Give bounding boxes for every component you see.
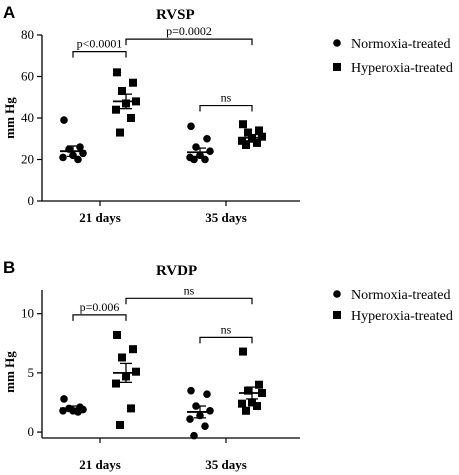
y-tick-label: 5 (28, 365, 35, 380)
legend-label: Hyperoxia-treated (351, 309, 453, 324)
panel-letter: B (3, 258, 15, 277)
data-point-square (253, 402, 261, 411)
data-point-circle (206, 406, 214, 415)
legend-label: Normoxia-treated (351, 37, 451, 52)
significance-label: ns (221, 91, 232, 105)
legend-label: Hyperoxia-treated (351, 61, 453, 76)
significance-label: ns (184, 283, 195, 297)
legend-marker-circle (333, 39, 341, 47)
y-tick-label: 0 (28, 193, 35, 208)
data-point-square (113, 330, 121, 339)
data-point-square (118, 353, 126, 362)
data-point-square (253, 138, 261, 147)
data-point-square (129, 345, 137, 354)
data-point-circle (201, 155, 209, 164)
panel-a: A RVSP 0 20 40 60 80 mm Hg 21 days 35 days p<0.000… (2, 3, 453, 225)
x-tick-label: 21 days (79, 210, 121, 225)
y-tick-label: 80 (21, 27, 34, 42)
data-point-square (239, 120, 247, 129)
data-point-square (112, 105, 120, 114)
x-tick-label: 21 days (79, 457, 121, 472)
y-axis-label: mm Hg (2, 351, 17, 393)
y-tick-label: 40 (21, 110, 34, 125)
significance-bracket (125, 297, 253, 305)
data-point-circle (192, 143, 200, 151)
significance-label: ns (221, 322, 232, 336)
data-point-square (242, 406, 250, 415)
data-point-square (238, 399, 246, 408)
data-point-square (129, 78, 137, 87)
data-point-square (255, 380, 263, 389)
data-point-circle (203, 390, 211, 398)
y-tick-label: 10 (21, 306, 34, 321)
data-point-square (127, 404, 135, 413)
data-point-square (244, 128, 252, 137)
data-point-circle (187, 386, 195, 395)
y-tick-label: 60 (21, 69, 34, 84)
significance-bracket (72, 314, 127, 321)
data-point-square (242, 140, 250, 149)
legend-marker-circle (333, 290, 341, 298)
data-point-square (258, 132, 266, 141)
data-point-square (112, 379, 120, 388)
data-point-circle (74, 155, 82, 164)
data-point-square (116, 128, 124, 137)
significance-bracket (72, 51, 127, 58)
data-point-circle (60, 116, 68, 124)
significance-label: p=0.006 (80, 300, 120, 314)
significance-bracket (199, 336, 253, 344)
x-tick-label: 35 days (205, 457, 247, 472)
data-point-circle (206, 147, 214, 155)
y-axis-label: mm Hg (2, 97, 17, 139)
legend-label: Normoxia-treated (351, 288, 451, 303)
data-point-square (239, 347, 247, 356)
significance-label: p=0.0002 (166, 24, 212, 38)
data-point-square (118, 87, 126, 96)
data-point-circle (60, 395, 68, 403)
x-tick-label: 35 days (205, 210, 247, 225)
y-tick-label: 20 (21, 152, 34, 167)
data-point-square (113, 68, 121, 77)
chart-title: RVSP (156, 7, 195, 23)
data-point-circle (59, 153, 67, 162)
data-point-square (255, 126, 263, 135)
data-point-circle (76, 143, 84, 151)
legend-marker-square (333, 63, 341, 71)
significance-bracket (125, 38, 253, 46)
data-point-circle (203, 134, 211, 143)
data-point-square (244, 386, 252, 395)
data-point-square (132, 367, 140, 376)
y-tick-label: 0 (28, 424, 35, 439)
data-point-square (116, 420, 124, 429)
data-point-square (127, 114, 135, 122)
data-point-square (248, 398, 256, 407)
legend-marker-square (333, 311, 341, 319)
data-point-circle (190, 155, 198, 164)
data-point-circle (186, 415, 194, 423)
data-point-circle (201, 422, 209, 430)
chart-title: RVDP (156, 263, 197, 279)
panel-b: B RVDP 0 5 10 mm Hg 21 days 35 days p=0.006 ns ns N… (2, 258, 453, 472)
data-point-square (238, 136, 246, 145)
data-point-circle (187, 122, 195, 131)
panel-letter: A (3, 3, 15, 22)
significance-label: p<0.0001 (77, 37, 123, 51)
data-point-circle (190, 431, 198, 440)
data-point-circle (74, 408, 82, 416)
significance-bracket (199, 104, 253, 112)
